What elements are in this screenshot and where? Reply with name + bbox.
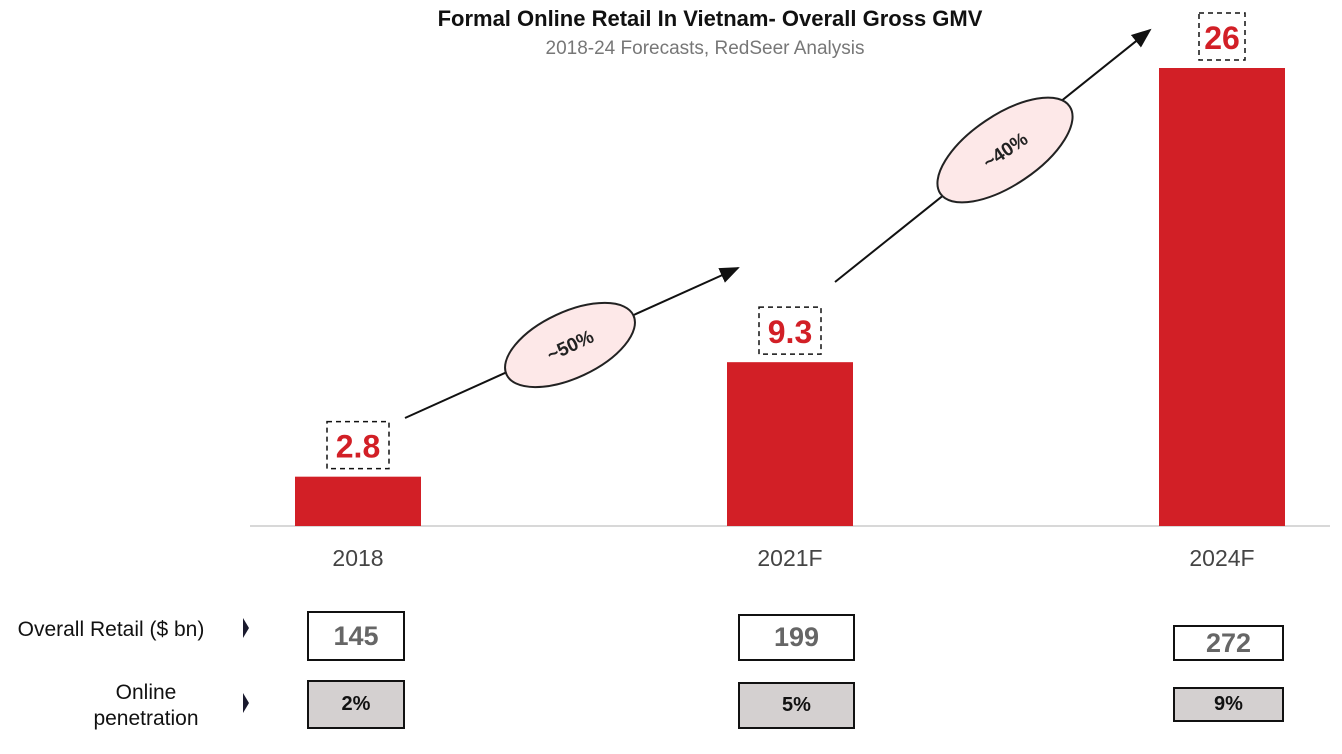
row-label-line: penetration xyxy=(93,707,199,730)
bar-2018 xyxy=(295,476,421,526)
overall-retail-2024f: 272 xyxy=(1173,625,1284,661)
value-label-box xyxy=(1198,12,1246,61)
row-marker-icon xyxy=(243,693,249,713)
online-penetration-2024f: 9% xyxy=(1173,687,1284,722)
x-tick-label: 2024F xyxy=(1189,545,1254,571)
chart-subtitle: 2018-24 Forecasts, RedSeer Analysis xyxy=(545,38,865,59)
data-label: 9.3 xyxy=(768,314,812,350)
value-label-box xyxy=(326,420,390,470)
overall-retail-2021f: 199 xyxy=(738,614,855,661)
row-label-online-penetration: Online penetration xyxy=(60,680,232,732)
row-label-overall-retail: Overall Retail ($ bn) xyxy=(17,618,205,641)
growth-bubble xyxy=(936,96,1074,204)
online-penetration-2018: 2% xyxy=(307,680,405,729)
bar-2024F xyxy=(1159,68,1285,526)
value-label-box xyxy=(758,306,822,355)
bar-2021F xyxy=(727,362,853,526)
x-tick-label: 2021F xyxy=(757,545,822,571)
growth-bubble xyxy=(504,301,636,389)
x-tick-label: 2018 xyxy=(332,545,383,571)
overall-retail-2018: 145 xyxy=(307,611,405,661)
chart-title: Formal Online Retail In Vietnam- Overall… xyxy=(437,6,983,31)
online-penetration-2021f: 5% xyxy=(738,682,855,729)
row-label-line: Online xyxy=(115,681,177,704)
data-label: 2.8 xyxy=(336,429,380,465)
data-label: 26 xyxy=(1204,20,1240,56)
row-marker-icon xyxy=(243,618,249,638)
